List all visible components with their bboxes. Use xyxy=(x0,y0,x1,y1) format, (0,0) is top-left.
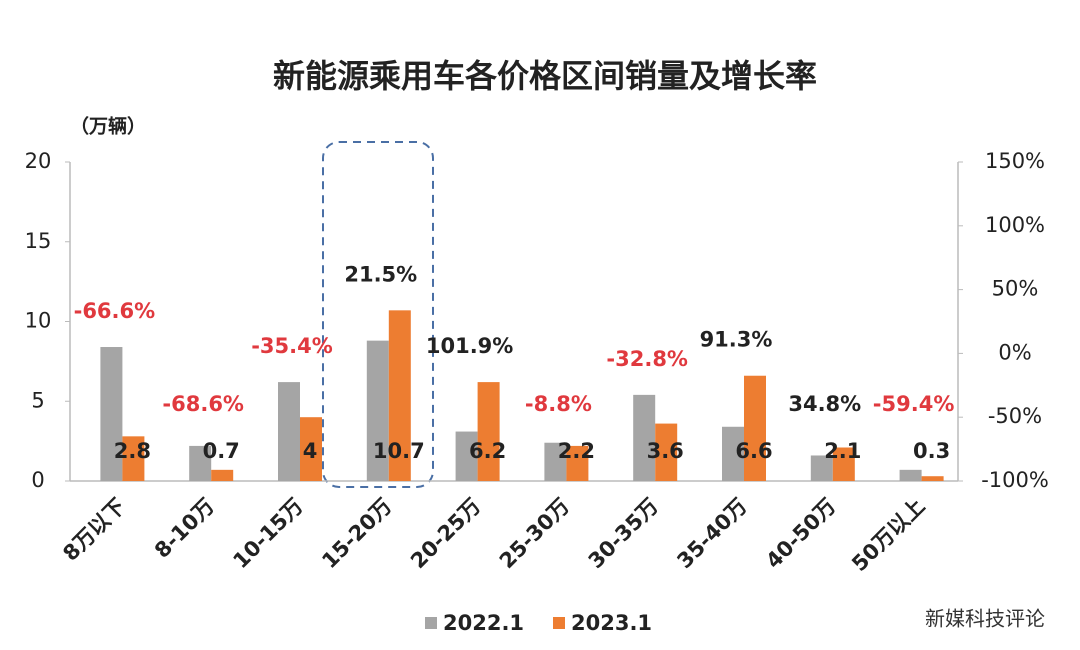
bar xyxy=(189,445,212,481)
bar xyxy=(633,394,656,481)
y2-tick-label: 0% xyxy=(998,340,1031,364)
value-label: 6.6 xyxy=(735,439,772,463)
growth-label: 91.3% xyxy=(700,328,773,352)
highlight-box xyxy=(322,141,434,488)
unit-label: （万辆） xyxy=(70,115,146,138)
value-label: 6.2 xyxy=(469,439,506,463)
growth-label: 21.5% xyxy=(344,262,417,286)
bar xyxy=(122,436,145,481)
bar xyxy=(388,310,411,481)
bar xyxy=(810,455,833,481)
bar xyxy=(655,423,678,481)
watermark: 新媒科技评论 xyxy=(925,607,1045,631)
y2-tick-label: 100% xyxy=(985,213,1045,237)
bar xyxy=(366,340,389,481)
bar xyxy=(921,476,944,481)
value-label: 2.2 xyxy=(558,439,595,463)
growth-label: -66.6% xyxy=(74,299,156,323)
y-tick-label: 0 xyxy=(31,468,44,492)
growth-label: -32.8% xyxy=(606,347,688,371)
bar xyxy=(300,417,322,481)
bar xyxy=(566,445,589,481)
value-label: 4 xyxy=(303,439,318,463)
bar xyxy=(899,469,922,481)
bar xyxy=(455,431,478,481)
legend-label: 2022.1 xyxy=(443,611,524,635)
legend-label: 2023.1 xyxy=(571,611,652,635)
value-label: 2.8 xyxy=(114,439,151,463)
y2-tick-label: 150% xyxy=(985,149,1045,173)
bar xyxy=(211,469,234,481)
y-tick-label: 10 xyxy=(25,309,52,333)
chart-title: 新能源乘用车各价格区间销量及增长率 xyxy=(273,57,817,95)
bar xyxy=(744,375,766,481)
value-label: 2.1 xyxy=(824,439,861,463)
legend-swatch xyxy=(553,617,565,629)
bar xyxy=(278,382,300,481)
y-tick-label: 5 xyxy=(31,388,44,412)
y-tick-label: 15 xyxy=(25,229,52,253)
growth-label: 34.8% xyxy=(788,392,861,416)
value-label: 0.3 xyxy=(913,439,950,463)
growth-label: -35.4% xyxy=(251,334,333,358)
value-label: 0.7 xyxy=(203,439,240,463)
growth-label: 101.9% xyxy=(426,334,513,358)
growth-label: -68.6% xyxy=(162,392,244,416)
y2-tick-label: 50% xyxy=(992,277,1039,301)
y2-tick-label: -50% xyxy=(988,404,1042,428)
bar xyxy=(100,347,123,481)
value-label: 3.6 xyxy=(647,439,684,463)
bar xyxy=(544,442,567,481)
y2-tick-label: -100% xyxy=(981,468,1049,492)
value-label: 10.7 xyxy=(373,439,425,463)
legend-swatch xyxy=(425,617,437,629)
growth-label: -8.8% xyxy=(525,392,592,416)
y-tick-label: 20 xyxy=(25,149,52,173)
bar xyxy=(722,426,744,481)
growth-label: -59.4% xyxy=(873,392,955,416)
bar xyxy=(477,382,500,481)
bar xyxy=(832,447,855,481)
